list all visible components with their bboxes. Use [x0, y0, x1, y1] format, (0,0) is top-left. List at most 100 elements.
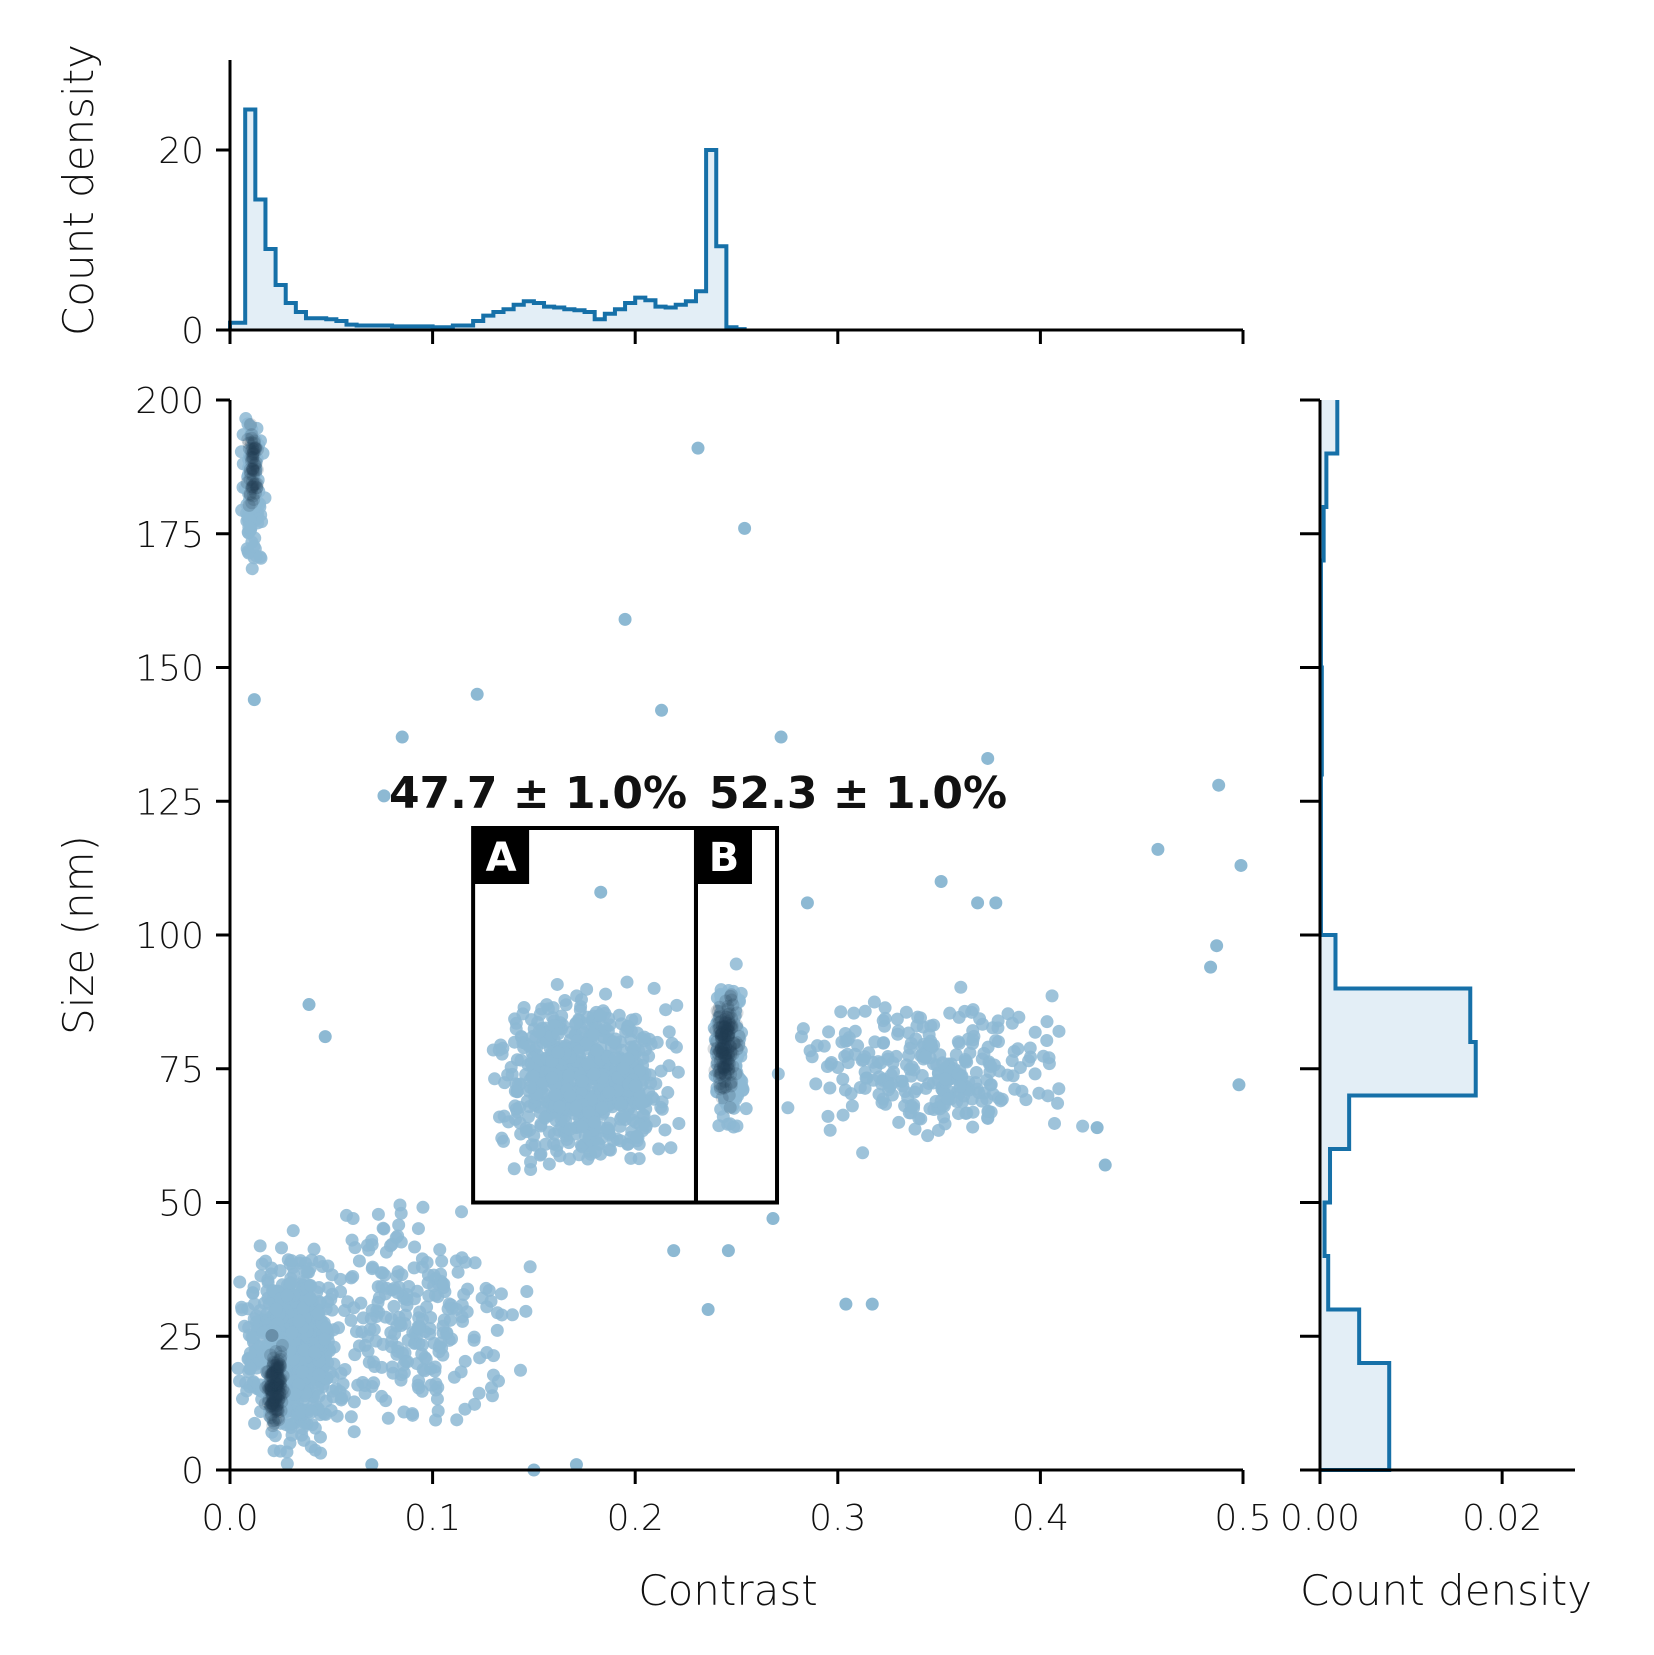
scatter-point — [264, 1267, 278, 1281]
scatter-point — [346, 1269, 360, 1283]
scatter-point — [532, 1025, 546, 1039]
scatter-point — [655, 703, 669, 717]
scatter-point — [233, 1374, 247, 1388]
scatter-point-dense — [270, 1403, 284, 1417]
scatter-point-dense — [716, 1033, 730, 1047]
scatter-point — [526, 1069, 540, 1083]
scatter-point-dense — [719, 994, 733, 1008]
scatter-point-dense — [271, 1411, 285, 1425]
scatter-point-dense — [717, 1037, 731, 1051]
scatter-point-dense — [717, 1060, 731, 1074]
scatter-point-dense — [267, 1385, 281, 1399]
scatter-point — [722, 993, 736, 1007]
scatter-point-dense — [719, 1069, 733, 1083]
annotation-b: 52.3 ± 1.0% — [709, 768, 1007, 819]
x-tick-label: 0.0 — [201, 1498, 258, 1539]
scatter-point-dense — [264, 1398, 278, 1412]
scatter-point — [628, 1079, 642, 1093]
scatter-point — [1232, 1078, 1246, 1092]
scatter-point — [891, 1027, 905, 1041]
scatter-point-dense — [242, 498, 256, 512]
scatter-point — [268, 1324, 282, 1338]
scatter-point — [436, 1319, 450, 1333]
scatter-point — [447, 1370, 461, 1384]
scatter-point — [562, 1069, 576, 1083]
scatter-point-dense — [270, 1399, 284, 1413]
scatter-point-dense — [247, 447, 261, 461]
scatter-point-dense — [713, 1021, 727, 1035]
scatter-point — [987, 1058, 1001, 1072]
scatter-point-dense — [248, 458, 262, 472]
scatter-point-dense — [270, 1379, 284, 1393]
scatter-point-dense — [712, 1044, 726, 1058]
scatter-point-dense — [270, 1356, 284, 1370]
x-tick-label: 0.1 — [404, 1498, 461, 1539]
right-x-tick-label: 0.02 — [1462, 1498, 1542, 1539]
scatter-point — [295, 1405, 309, 1419]
scatter-point — [545, 1071, 559, 1085]
scatter-point — [256, 446, 270, 460]
scatter-point — [1001, 1068, 1015, 1082]
scatter-point — [433, 1243, 447, 1257]
scatter-point-dense — [271, 1403, 285, 1417]
scatter-point-dense — [274, 1345, 288, 1359]
scatter-point-dense — [714, 1033, 728, 1047]
scatter-point-dense — [271, 1361, 285, 1375]
y-tick-label: 75 — [158, 1050, 204, 1091]
scatter-point — [286, 1224, 300, 1238]
scatter-point — [555, 1009, 569, 1023]
scatter-point — [318, 1332, 332, 1346]
scatter-point — [838, 1049, 852, 1063]
scatter-point-dense — [720, 1059, 734, 1073]
scatter-point — [981, 1104, 995, 1118]
scatter-point-dense — [722, 1088, 736, 1102]
scatter-point — [907, 1101, 921, 1115]
scatter-point-dense — [247, 445, 261, 459]
scatter-point — [533, 1148, 547, 1162]
scatter-point — [896, 1079, 910, 1093]
scatter-point — [729, 957, 743, 971]
scatter-point — [904, 1069, 918, 1083]
scatter-point-dense — [277, 1385, 291, 1399]
scatter-point — [509, 1112, 523, 1126]
scatter-point-dense — [730, 1042, 744, 1056]
scatter-point-dense — [246, 462, 260, 476]
scatter-point-dense — [715, 1026, 729, 1040]
scatter-point-dense — [717, 1061, 731, 1075]
scatter-point-dense — [723, 1101, 737, 1115]
scatter-point-dense — [727, 1036, 741, 1050]
scatter-point — [821, 1109, 835, 1123]
scatter-point-dense — [269, 1381, 283, 1395]
scatter-point — [297, 1343, 311, 1357]
scatter-point — [348, 1348, 362, 1362]
scatter-point — [691, 441, 705, 455]
top-y-axis-title: Count density — [54, 44, 103, 336]
scatter-point — [243, 1361, 257, 1375]
top-y-ticks: 0 20 — [158, 131, 230, 352]
scatter-point — [495, 1047, 509, 1061]
scatter-point — [709, 1045, 723, 1059]
scatter-point-dense — [269, 1402, 283, 1416]
right-x-axis-title: Count density — [1300, 1566, 1592, 1615]
scatter-point-dense — [246, 469, 260, 483]
scatter-point — [550, 977, 564, 991]
scatter-point — [381, 1411, 395, 1425]
scatter-point — [878, 1001, 892, 1015]
scatter-point — [266, 1411, 280, 1425]
scatter-point-dense — [265, 1390, 279, 1404]
scatter-point — [588, 1115, 602, 1129]
scatter-point — [803, 1044, 817, 1058]
scatter-point-dense — [721, 1046, 735, 1060]
scatter-point — [878, 1011, 892, 1025]
scatter-point — [865, 1297, 879, 1311]
scatter-point — [295, 1422, 309, 1436]
scatter-point-dense — [264, 1348, 278, 1362]
scatter-point — [562, 1136, 576, 1150]
scatter-point — [911, 1010, 925, 1024]
scatter-point — [361, 1344, 375, 1358]
scatter-point-dense — [245, 475, 259, 489]
scatter-point — [867, 995, 881, 1009]
scatter-point-dense — [243, 465, 257, 479]
scatter-point — [868, 1035, 882, 1049]
scatter-point — [932, 1123, 946, 1137]
